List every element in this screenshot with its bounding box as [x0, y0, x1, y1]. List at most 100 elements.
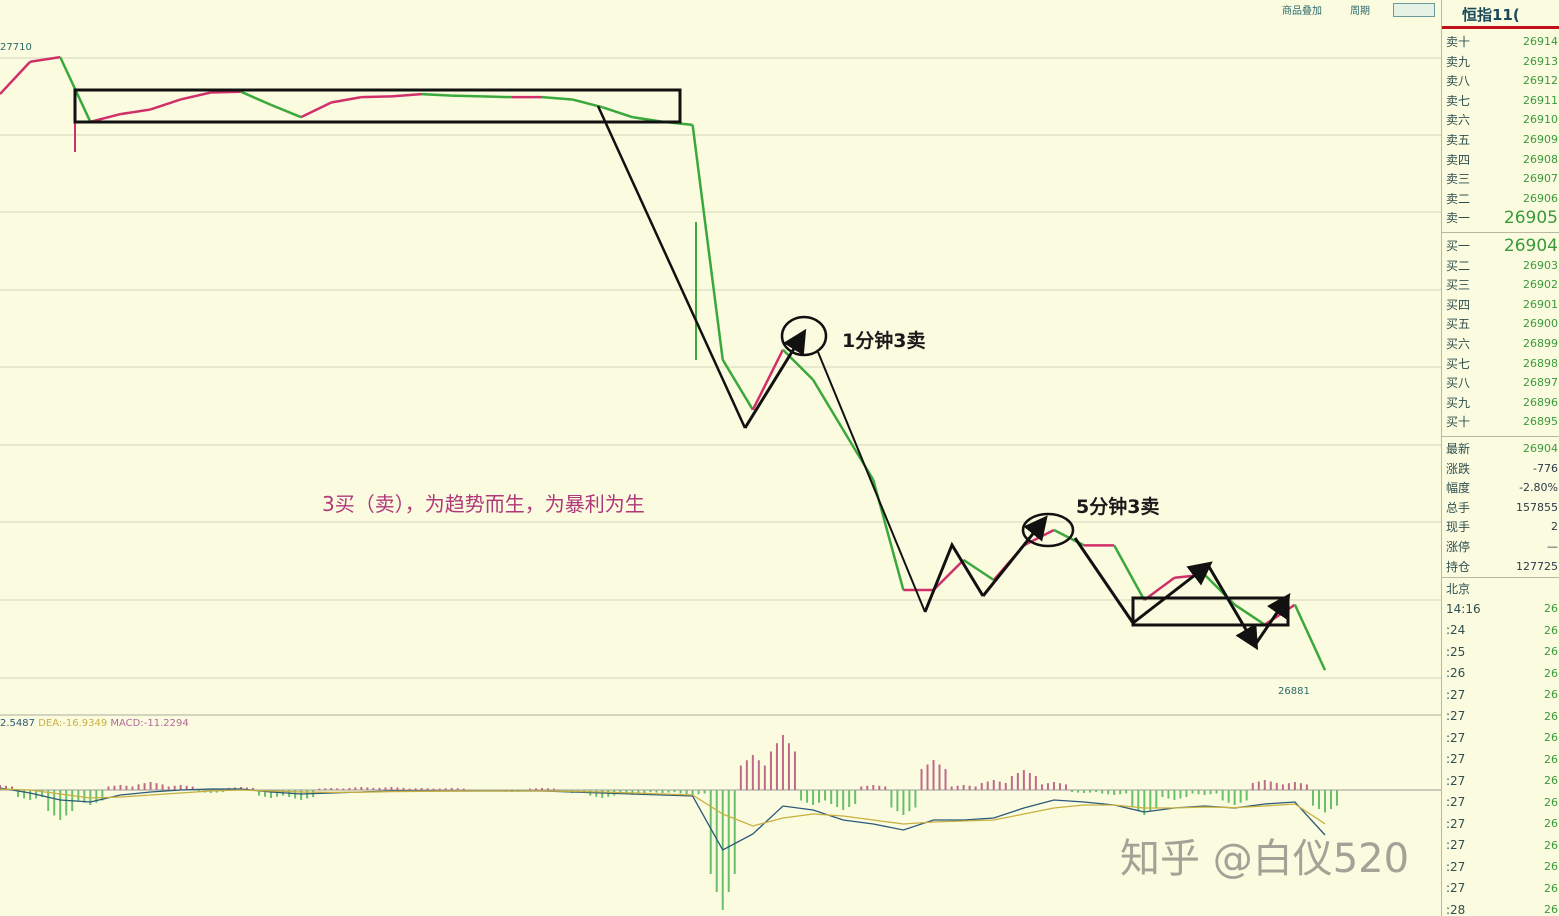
row-value: 26903	[1523, 258, 1558, 272]
price-segment	[571, 98, 603, 109]
title-divider	[1442, 26, 1559, 29]
chart-canvas[interactable]	[0, 0, 1441, 916]
row-label: 卖二	[1446, 191, 1471, 206]
row-value: 26	[1544, 645, 1558, 658]
ask-row: 卖二 26906	[1446, 189, 1558, 208]
row-value: 127725	[1516, 559, 1558, 573]
price-segment	[481, 95, 512, 99]
price-segment	[1233, 603, 1266, 626]
tick-row: :27 26	[1446, 793, 1558, 812]
dea-line	[0, 788, 1326, 827]
row-value: 26899	[1523, 337, 1558, 350]
tick-row: 14:16 26	[1446, 599, 1558, 618]
tick-row: :27 26	[1446, 750, 1558, 769]
stat-row: 涨跌 -776	[1446, 459, 1558, 478]
annotation-slogan: 3买（卖），为趋势而生，为暴利为生	[322, 492, 645, 516]
tick-row: :27 26	[1446, 771, 1558, 790]
macd-value: MACD:-11.2294	[110, 718, 189, 729]
row-label: :25	[1446, 644, 1466, 659]
ask-row: 卖八 26912	[1446, 71, 1558, 90]
row-value: 26	[1544, 666, 1558, 680]
macd-legend: 2.5487 DEA:-16.9349 MACD:-11.2294	[0, 718, 189, 729]
row-value: -2.80%	[1519, 481, 1558, 495]
row-value: 26912	[1523, 74, 1558, 88]
bid-row: 买二 26903	[1446, 256, 1558, 275]
row-label: 买二	[1446, 258, 1471, 273]
price-segment	[361, 95, 392, 99]
bid-row: 买四 26901	[1446, 295, 1558, 314]
ask-row: 卖四 26908	[1446, 150, 1558, 169]
tick-row: :27 26	[1446, 857, 1558, 876]
row-value: 2	[1551, 520, 1558, 534]
price-segment	[240, 90, 272, 106]
row-value: 26	[1544, 881, 1558, 895]
price-segment	[1113, 544, 1146, 601]
row-value: 26	[1544, 731, 1558, 744]
row-label: 总手	[1446, 500, 1471, 515]
ask-row: 卖九 26913	[1446, 52, 1558, 71]
row-value: 26900	[1523, 317, 1558, 331]
bid-row: 买三 26902	[1446, 275, 1558, 294]
divider	[1442, 577, 1559, 578]
row-label: 卖十	[1446, 35, 1471, 49]
highlight-circle	[1021, 512, 1075, 548]
row-label: 幅度	[1446, 481, 1471, 496]
row-value: 26	[1544, 817, 1558, 830]
overlay-button[interactable]: 商品叠加	[1282, 6, 1322, 17]
tick-row: :27 26	[1446, 728, 1558, 747]
row-label: :27	[1446, 859, 1466, 874]
row-label: :27	[1446, 730, 1466, 745]
row-label: :27	[1446, 773, 1466, 788]
row-label: 卖三	[1446, 172, 1471, 187]
period-button[interactable]: 周期	[1350, 6, 1370, 17]
row-label: 买三	[1446, 278, 1471, 293]
tick-row: :24 26	[1446, 621, 1558, 640]
price-segment	[0, 60, 32, 95]
row-value: 26	[1544, 903, 1558, 916]
arrow	[981, 515, 1048, 597]
price-segment	[270, 103, 302, 119]
row-value: —	[1547, 540, 1558, 553]
tick-row: :26 26	[1446, 664, 1558, 683]
row-value: 26904	[1523, 442, 1558, 455]
ask-row: 卖三 26907	[1446, 169, 1558, 188]
bid-row: 买十 26895	[1446, 412, 1558, 431]
arrow	[1253, 593, 1291, 646]
arrow	[743, 328, 807, 429]
row-label: 14:16	[1446, 601, 1481, 616]
ticks-header-label: 北京	[1446, 582, 1471, 596]
row-value: 26905	[1503, 207, 1558, 228]
high-price-label: 27710	[0, 42, 32, 53]
row-label: 买七	[1446, 356, 1471, 371]
row-value: 26	[1544, 752, 1558, 766]
row-value: 26902	[1523, 278, 1558, 292]
row-label: :27	[1446, 881, 1466, 895]
row-label: 买五	[1446, 317, 1471, 332]
row-label: 最新	[1446, 442, 1471, 456]
row-value: 26910	[1523, 113, 1558, 127]
row-label: 卖九	[1446, 54, 1471, 69]
bid-row: 买五 26900	[1446, 314, 1558, 333]
row-label: 现手	[1446, 520, 1471, 535]
row-value: 26913	[1523, 54, 1558, 68]
row-label: 涨停	[1446, 540, 1471, 554]
row-value: 26904	[1503, 235, 1558, 256]
price-segment	[691, 124, 724, 360]
row-label: 卖八	[1446, 74, 1471, 89]
row-label: :27	[1446, 816, 1466, 831]
row-label: 买十	[1446, 415, 1471, 430]
bid-row: 买九 26896	[1446, 393, 1558, 412]
row-label: 买一	[1446, 239, 1471, 253]
row-label: 卖七	[1446, 93, 1471, 108]
row-label: 卖五	[1446, 133, 1471, 147]
stat-row: 现手 2	[1446, 517, 1558, 536]
row-value: 26896	[1523, 395, 1558, 409]
consolidation-box	[1131, 596, 1290, 627]
ask-row: 卖一 26905	[1446, 207, 1558, 228]
trend-line	[1073, 537, 1135, 624]
row-label: :27	[1446, 709, 1466, 723]
toolbar-toggle-button[interactable]	[1393, 3, 1435, 17]
bid-row: 买一 26904	[1446, 235, 1558, 256]
price-segment	[150, 98, 182, 111]
stat-row: 持仓 127725	[1446, 557, 1558, 576]
